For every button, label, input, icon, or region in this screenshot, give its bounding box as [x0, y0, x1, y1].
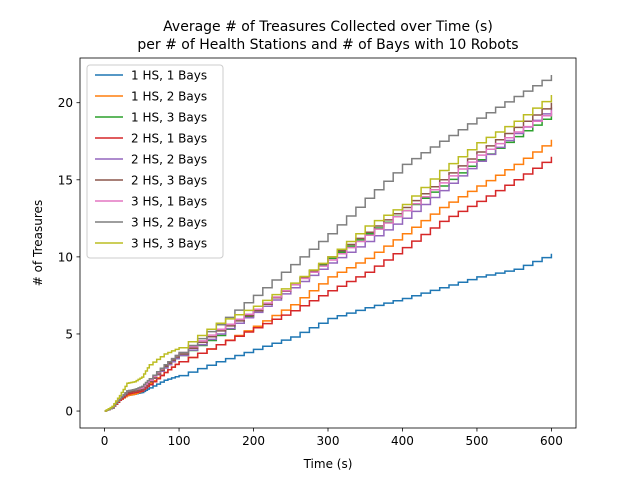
legend-label: 3 HS, 2 Bays: [131, 216, 207, 230]
x-tick-label: 500: [465, 434, 488, 448]
legend-label: 2 HS, 1 Bays: [131, 132, 207, 146]
x-axis-label: Time (s): [303, 457, 353, 471]
y-tick-label: 15: [58, 173, 73, 187]
legend: 1 HS, 1 Bays 1 HS, 2 Bays 1 HS, 3 Bays 2 HS…: [86, 64, 224, 259]
y-tick-label: 20: [58, 96, 73, 110]
x-tick-label: 300: [317, 434, 340, 448]
legend-label: 1 HS, 1 Bays: [131, 69, 207, 83]
legend-label: 1 HS, 2 Bays: [131, 90, 207, 104]
x-tick-label: 600: [540, 434, 563, 448]
x-tick-label: 400: [391, 434, 414, 448]
y-axis-label: # of Treasures: [31, 200, 45, 286]
legend-label: 3 HS, 1 Bays: [131, 195, 207, 209]
chart-title-line-1: Average # of Treasures Collected over Ti…: [163, 19, 493, 35]
y-tick-label: 5: [65, 327, 73, 341]
legend-label: 3 HS, 3 Bays: [131, 237, 207, 251]
x-tick-label: 200: [242, 434, 265, 448]
y-tick-label: 0: [65, 405, 73, 419]
x-axis-ticks: 0 100 200 300 400 500 600: [101, 428, 563, 448]
x-tick-label: 100: [168, 434, 191, 448]
y-tick-label: 10: [58, 250, 73, 264]
series-line-9: [104, 95, 553, 412]
x-tick-label: 0: [101, 434, 109, 448]
chart-title-line-2: per # of Health Stations and # of Bays w…: [137, 37, 518, 53]
legend-box: [86, 64, 224, 259]
legend-label: 2 HS, 3 Bays: [131, 174, 207, 188]
y-axis-ticks: 0 5 10 15 20: [58, 96, 80, 419]
legend-label: 1 HS, 3 Bays: [131, 111, 207, 125]
legend-label: 2 HS, 2 Bays: [131, 153, 207, 167]
series-layer: [104, 75, 553, 412]
